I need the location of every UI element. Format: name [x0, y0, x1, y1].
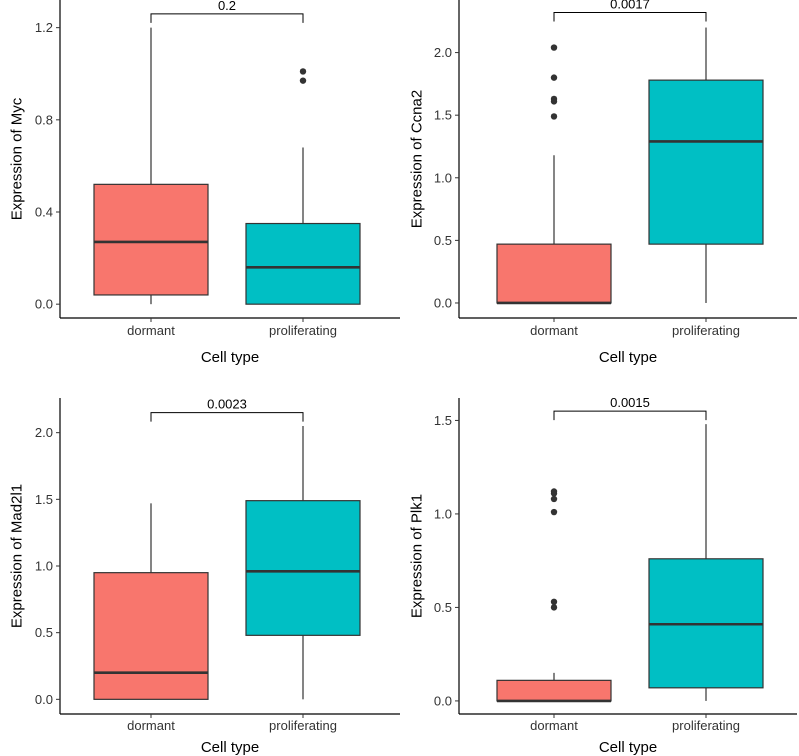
y-tick-label: 2.0: [35, 425, 53, 440]
x-axis-title: Cell type: [599, 349, 657, 366]
y-axis-title: Expression of Ccna2: [408, 90, 425, 228]
panel-ccna2: 0.0 0.5 1.0 1.5 2.0 dormant proliferating Cell …: [408, 0, 797, 366]
y-tick-label: 1.0: [434, 506, 452, 521]
y-axis-title: Expression of Plk1: [408, 494, 425, 618]
box-body: [93, 572, 209, 700]
significance-bracket: [150, 412, 304, 422]
y-axis-title: Expression of Mad2l1: [8, 484, 25, 628]
p-value-label: 0.0023: [207, 397, 247, 412]
x-tick-label-dormant: dormant: [530, 718, 578, 733]
box-body: [496, 243, 612, 304]
y-tick-label: 0.5: [434, 233, 452, 248]
y-tick-label: 0.0: [35, 297, 53, 312]
outlier-point: [550, 598, 558, 606]
y-tick-label: 1.5: [35, 492, 53, 507]
outlier-point: [550, 74, 558, 81]
outlier-point: [550, 488, 558, 495]
y-tick-label: 1.5: [434, 413, 452, 428]
outlier-point: [550, 508, 558, 516]
significance-bracket: [553, 12, 707, 22]
box-proliferating: [245, 426, 361, 700]
p-value-label: 0.0015: [610, 395, 650, 410]
panel-mad2l1: 0.0 0.5 1.0 1.5 2.0 dormant proliferating Cell …: [8, 397, 400, 756]
outlier-point: [299, 68, 307, 75]
y-tick-label: 0.0: [35, 692, 53, 707]
x-tick-label-dormant: dormant: [127, 718, 175, 733]
box-body: [648, 79, 764, 245]
y-tick-label: 0.0: [434, 295, 452, 310]
box-dormant: [496, 44, 612, 305]
p-value-label: 0.0017: [610, 0, 650, 12]
y-tick-label: 1.5: [434, 108, 452, 123]
x-tick-label-proliferating: proliferating: [269, 718, 337, 733]
y-tick-label: 2.0: [434, 45, 452, 60]
y-tick-label: 0.0: [434, 693, 452, 708]
x-axis-title: Cell type: [599, 739, 657, 756]
y-tick-label: 1.2: [35, 20, 53, 35]
y-axis-title: Expression of Myc: [8, 97, 25, 220]
outlier-point: [550, 44, 558, 51]
y-tick-label: 0.5: [35, 625, 53, 640]
y-tick-label: 0.5: [434, 600, 452, 615]
x-tick-label-proliferating: proliferating: [269, 323, 337, 338]
x-tick-label-dormant: dormant: [530, 323, 578, 338]
y-tick-label: 0.4: [35, 205, 53, 220]
p-value-label: 0.2: [218, 0, 236, 13]
box-proliferating: [648, 424, 764, 701]
box-dormant: [496, 488, 612, 703]
x-tick-label-proliferating: proliferating: [672, 323, 740, 338]
box-proliferating: [648, 27, 764, 303]
outlier-point: [550, 95, 558, 103]
outlier-point: [550, 495, 558, 503]
x-tick-label-dormant: dormant: [127, 323, 175, 338]
significance-bracket: [553, 410, 707, 421]
y-tick-label: 1.0: [434, 170, 452, 185]
box-body: [245, 222, 361, 305]
box-body: [245, 500, 361, 636]
x-axis-title: Cell type: [201, 739, 259, 756]
box-proliferating: [245, 68, 361, 305]
outlier-point: [299, 77, 307, 84]
x-axis-title: Cell type: [201, 349, 259, 366]
box-dormant: [93, 503, 209, 700]
significance-bracket: [150, 13, 304, 23]
panel-myc: 0.0 0.4 0.8 1.2 dormant proliferating Cell typ…: [8, 0, 400, 366]
box-body: [496, 679, 612, 702]
outlier-point: [550, 604, 558, 611]
x-tick-label-proliferating: proliferating: [672, 718, 740, 733]
box-dormant: [93, 27, 209, 305]
panel-plk1: 0.0 0.5 1.0 1.5 dormant proliferating Cell typ…: [408, 395, 797, 756]
y-tick-label: 1.0: [35, 559, 53, 574]
outlier-point: [550, 113, 558, 120]
y-tick-label: 0.8: [35, 112, 53, 127]
box-body: [93, 183, 209, 296]
